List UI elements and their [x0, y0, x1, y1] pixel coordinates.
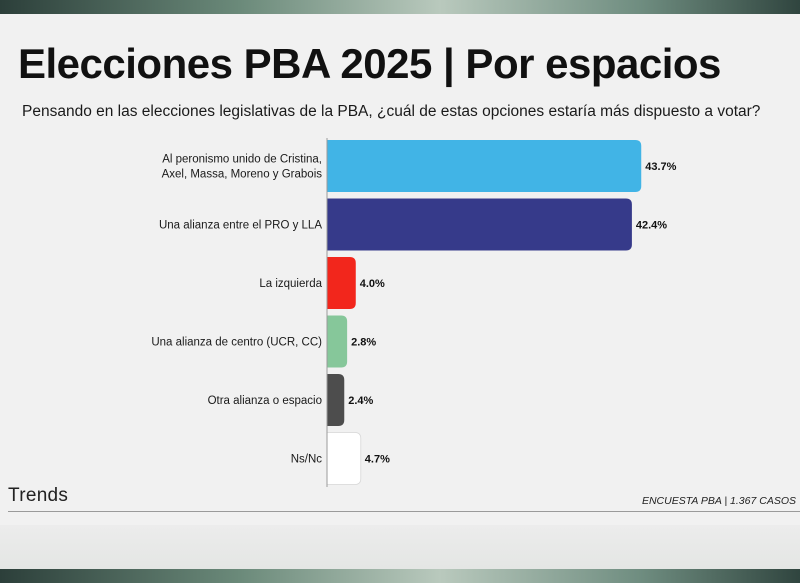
- brand-logo-text: Trends: [8, 485, 69, 506]
- footer-divider: [8, 511, 800, 512]
- bottom-decorative-band: [0, 569, 800, 583]
- source-note: ENCUESTA PBA | 1.367 CASOS: [641, 495, 796, 507]
- category-label: Una alianza de centro (UCR, CC): [151, 337, 322, 349]
- page-title: Elecciones PBA 2025 | Por espacios: [18, 40, 721, 87]
- value-label: 2.4%: [348, 395, 373, 407]
- value-label: 4.0%: [360, 278, 385, 290]
- value-label: 2.8%: [351, 337, 376, 349]
- bar: [327, 140, 642, 192]
- bar: [327, 257, 356, 309]
- category-label: Ns/Nc: [291, 454, 323, 466]
- value-label: 43.7%: [645, 161, 676, 173]
- category-label: Al peronismo unido de Cristina,: [162, 154, 322, 166]
- value-label: 42.4%: [636, 220, 667, 232]
- top-decorative-band: [0, 0, 800, 14]
- category-label: La izquierda: [259, 278, 322, 290]
- category-label: Axel, Massa, Moreno y Grabois: [162, 169, 323, 181]
- bar: [326, 432, 362, 485]
- category-label: Otra alianza o espacio: [208, 395, 322, 407]
- bar: [327, 198, 632, 251]
- category-label: Una alianza entre el PRO y LLA: [159, 220, 322, 232]
- page-subtitle: Pensando en las elecciones legislativas …: [22, 103, 761, 120]
- bar: [327, 374, 345, 426]
- value-label: 4.7%: [365, 454, 390, 466]
- bar: [327, 315, 348, 368]
- bottom-shade: [0, 525, 800, 569]
